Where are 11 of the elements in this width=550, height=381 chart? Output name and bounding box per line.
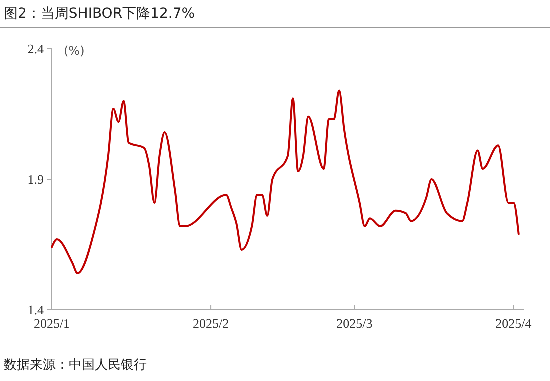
y-axis-title: (%) [64,44,85,58]
x-tick-label: 2025/4 [496,316,532,331]
y-tick-label: 1.4 [28,302,44,318]
y-tick-label: 2.4 [28,42,44,57]
x-tick-label: 2025/3 [336,316,373,331]
x-tick-label: 2025/1 [34,316,70,331]
source-note: 数据来源：中国人民银行 [4,358,147,373]
line-series [51,90,520,274]
x-tick-label: 2025/2 [192,316,230,331]
y-tick-label: 1.9 [28,172,44,188]
chart-title: 图2：当周SHIBOR下降12.7% [4,6,196,22]
